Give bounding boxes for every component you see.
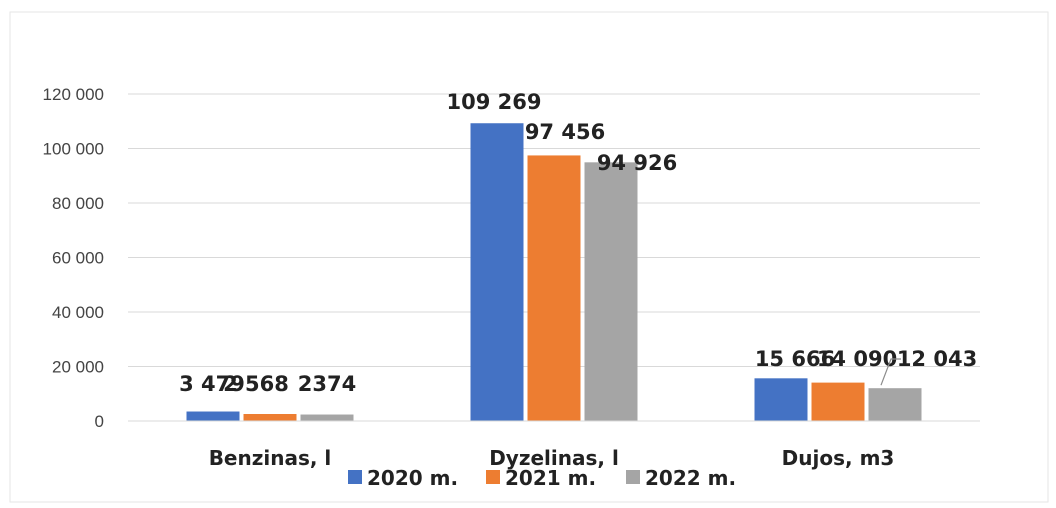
data-label: 2374 bbox=[298, 372, 356, 396]
data-label: 94 926 bbox=[597, 151, 677, 175]
data-label: 12 043 bbox=[897, 347, 977, 371]
legend: 2020 m. 2021 m. 2022 m. bbox=[348, 466, 736, 490]
y-tick-label: 60 000 bbox=[52, 249, 104, 268]
legend-label: 2021 m. bbox=[505, 466, 596, 490]
data-label: 3 479 bbox=[179, 372, 245, 396]
y-tick-label: 120 000 bbox=[43, 85, 104, 104]
bar-2021m-2 bbox=[811, 382, 865, 421]
data-label: 2 568 bbox=[223, 372, 289, 396]
data-labels: 3 479 109 269 15 666 2 568 97 456 14 090 2374 9… bbox=[179, 90, 977, 396]
bar-2021m-0 bbox=[243, 414, 297, 421]
y-tick-label: 20 000 bbox=[52, 358, 104, 377]
category-label: Benzinas, l bbox=[209, 446, 332, 470]
y-axis: 0 20 000 40 000 60 000 80 000 100 000 120 000 bbox=[43, 85, 104, 431]
legend-label: 2020 m. bbox=[367, 466, 458, 490]
bar-2022m-0 bbox=[300, 414, 354, 421]
bar-2020m-1 bbox=[470, 123, 524, 421]
data-label: 109 269 bbox=[447, 90, 542, 114]
bar-2022m-1 bbox=[584, 162, 638, 421]
legend-swatch bbox=[626, 470, 640, 484]
bar-2020m-0 bbox=[186, 411, 240, 421]
y-tick-label: 0 bbox=[95, 412, 104, 431]
category-label: Dujos, m3 bbox=[782, 446, 895, 470]
label-leader-line bbox=[880, 358, 901, 386]
bar-2020m-2 bbox=[754, 378, 808, 421]
legend-label: 2022 m. bbox=[645, 466, 736, 490]
category-label: Dyzelinas, l bbox=[489, 446, 619, 470]
data-label: 15 666 bbox=[755, 347, 835, 371]
legend-swatch bbox=[486, 470, 500, 484]
y-tick-label: 40 000 bbox=[52, 303, 104, 322]
bars bbox=[186, 123, 922, 421]
legend-swatch bbox=[348, 470, 362, 484]
data-label: 14 090 bbox=[817, 347, 897, 371]
bar-2021m-1 bbox=[527, 155, 581, 421]
y-tick-label: 80 000 bbox=[52, 194, 104, 213]
chart-border bbox=[9, 11, 1049, 503]
y-tick-label: 100 000 bbox=[43, 140, 104, 159]
x-axis: Benzinas, l Dyzelinas, l Dujos, m3 bbox=[128, 420, 980, 470]
data-label: 97 456 bbox=[525, 120, 605, 144]
bar-2022m-2 bbox=[868, 388, 922, 421]
